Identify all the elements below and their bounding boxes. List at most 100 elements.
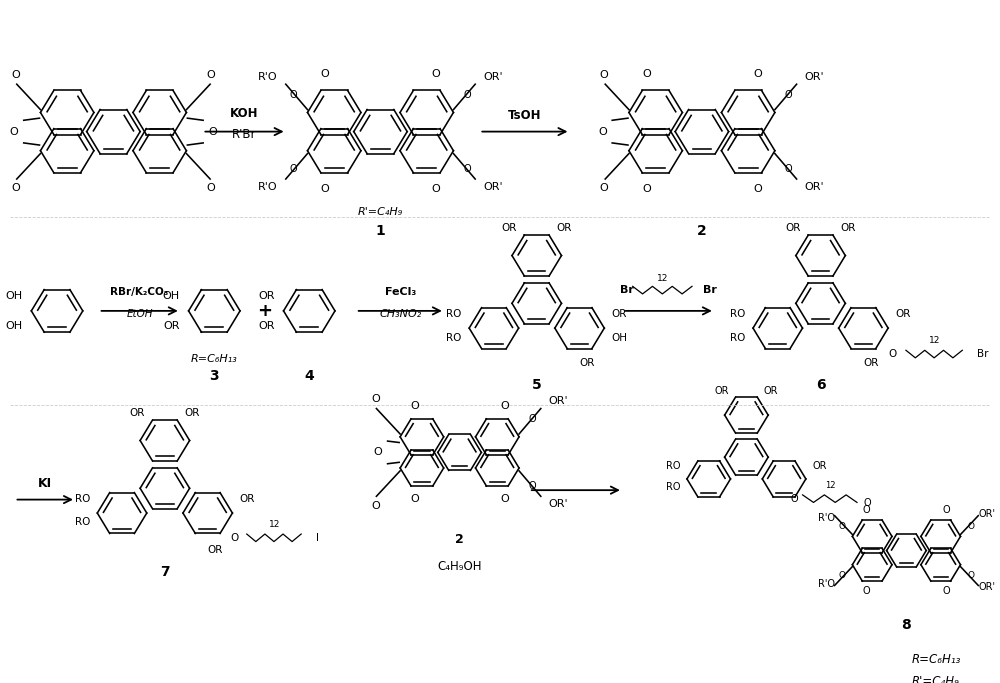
Text: R'O: R'O (258, 182, 278, 191)
Text: +: + (257, 302, 272, 320)
Text: OR: OR (185, 408, 200, 419)
Text: OR: OR (258, 291, 275, 301)
Text: RO: RO (666, 462, 680, 471)
Text: OR: OR (557, 223, 572, 234)
Text: O: O (320, 69, 329, 79)
Text: O: O (432, 184, 440, 194)
Text: O: O (838, 522, 845, 531)
Text: O: O (529, 414, 537, 424)
Text: R'Br: R'Br (232, 128, 257, 141)
Text: RO: RO (730, 309, 746, 319)
Text: OR': OR' (805, 72, 824, 82)
Text: KI: KI (38, 477, 52, 490)
Text: O: O (838, 570, 845, 580)
Text: EtOH: EtOH (126, 309, 153, 319)
Text: O: O (290, 164, 298, 173)
Text: 12: 12 (269, 520, 280, 529)
Text: O: O (11, 184, 20, 193)
Text: OR': OR' (805, 182, 824, 191)
Text: O: O (11, 70, 20, 80)
Text: O: O (753, 69, 762, 79)
Text: OR: OR (240, 494, 255, 504)
Text: 5: 5 (532, 378, 542, 392)
Text: 12: 12 (657, 275, 668, 283)
Text: O: O (753, 184, 762, 194)
Text: O: O (371, 501, 380, 511)
Text: O: O (501, 494, 509, 504)
Text: 12: 12 (929, 336, 940, 346)
Text: O: O (642, 184, 651, 194)
Text: R'=C₄H₉: R'=C₄H₉ (358, 207, 403, 217)
Text: OR: OR (207, 544, 223, 555)
Text: O: O (642, 69, 651, 79)
Text: O: O (371, 394, 380, 404)
Text: OR: OR (163, 320, 180, 331)
Text: TsOH: TsOH (508, 109, 542, 122)
Text: O: O (463, 89, 471, 100)
Text: OR': OR' (978, 509, 995, 519)
Text: RO: RO (75, 494, 90, 504)
Text: OR': OR' (549, 499, 568, 509)
Text: R'O: R'O (258, 72, 278, 82)
Text: OR: OR (840, 223, 856, 234)
Text: 2: 2 (697, 224, 707, 238)
Text: O: O (209, 126, 217, 137)
Text: O: O (864, 499, 872, 508)
Text: O: O (410, 401, 419, 410)
Text: O: O (207, 184, 215, 193)
Text: OH: OH (5, 320, 22, 331)
Text: RO: RO (75, 518, 90, 527)
Text: RO: RO (446, 309, 462, 319)
Text: O: O (9, 126, 18, 137)
Text: 8: 8 (902, 618, 911, 632)
Text: OR: OR (258, 320, 275, 331)
Text: O: O (785, 164, 792, 173)
Text: FeCl₃: FeCl₃ (385, 287, 416, 297)
Text: OR': OR' (483, 72, 503, 82)
Text: R'=C₄H₉: R'=C₄H₉ (912, 675, 960, 683)
Text: 4: 4 (304, 369, 314, 383)
Text: O: O (943, 505, 950, 515)
Text: 3: 3 (210, 369, 219, 383)
Text: O: O (967, 570, 974, 580)
Text: OR: OR (812, 462, 827, 471)
Text: KOH: KOH (230, 107, 259, 120)
Text: O: O (967, 522, 974, 531)
Text: O: O (862, 505, 870, 515)
Text: Br: Br (977, 349, 989, 359)
Text: R'O: R'O (818, 579, 835, 589)
Text: OR: OR (130, 408, 145, 419)
Text: RBr/K₂CO₃: RBr/K₂CO₃ (110, 287, 169, 297)
Text: O: O (600, 184, 609, 193)
Text: OR': OR' (483, 182, 503, 191)
Text: O: O (943, 586, 950, 596)
Text: O: O (230, 533, 238, 543)
Text: O: O (862, 586, 870, 596)
Text: OH: OH (162, 291, 180, 301)
Text: C₄H₉OH: C₄H₉OH (437, 560, 482, 573)
Text: R=C₆H₁₃: R=C₆H₁₃ (191, 354, 238, 364)
Text: O: O (463, 164, 471, 173)
Text: OH: OH (612, 333, 628, 343)
Text: OR: OR (502, 223, 517, 234)
Text: RO: RO (730, 333, 746, 343)
Text: R'O: R'O (818, 512, 835, 522)
Text: RO: RO (446, 333, 462, 343)
Text: OR: OR (612, 309, 627, 319)
Text: O: O (790, 494, 798, 503)
Text: O: O (207, 70, 215, 80)
Text: OR: OR (579, 359, 595, 369)
Text: O: O (598, 126, 607, 137)
Text: 2: 2 (455, 533, 464, 546)
Text: Br: Br (703, 285, 717, 295)
Text: O: O (888, 349, 896, 359)
Text: OR: OR (785, 223, 801, 234)
Text: OR': OR' (549, 396, 568, 406)
Text: OR': OR' (978, 583, 995, 592)
Text: RO: RO (666, 482, 680, 492)
Text: 1: 1 (376, 224, 385, 238)
Text: O: O (432, 69, 440, 79)
Text: OH: OH (5, 291, 22, 301)
Text: CH₃NO₂: CH₃NO₂ (379, 309, 421, 319)
Text: OR: OR (863, 359, 879, 369)
